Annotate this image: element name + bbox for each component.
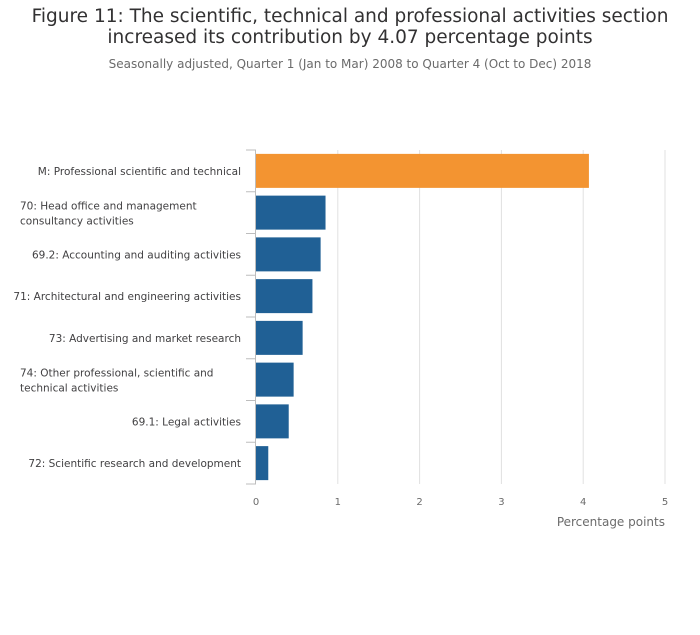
bar-7 <box>256 446 269 481</box>
chart-title-line-2: increased its contribution by 4.07 perce… <box>107 27 593 48</box>
bar-3 <box>256 279 313 314</box>
chart-title-line-1: Figure 11: The scientific, technical and… <box>31 6 669 27</box>
category-label-1: 70: Head office and management consultanc… <box>20 201 197 228</box>
bar-4 <box>256 320 303 355</box>
x-tick-label-4: 4 <box>580 497 586 508</box>
category-label-6: 69.1: Legal activities <box>132 416 241 428</box>
category-label-2: 69.2: Accounting and auditing activities <box>32 249 241 261</box>
category-label-7: 72: Scientific research and development <box>28 458 241 470</box>
category-label-5-line-1: technical activities <box>20 383 118 395</box>
category-label-5-line-0: 74: Other professional, scientific and <box>20 368 213 380</box>
bar-5 <box>256 362 294 397</box>
chart-title: Figure 11: The scientific, technical and… <box>0 6 700 48</box>
category-label-0: M: Professional scientific and technical <box>38 166 241 178</box>
x-axis-title: Percentage points <box>557 515 665 529</box>
chart-subtitle: Seasonally adjusted, Quarter 1 (Jan to M… <box>108 57 592 71</box>
x-tick-label-0: 0 <box>253 497 259 508</box>
category-label-1-line-1: consultancy activities <box>20 216 134 228</box>
category-label-1-line-0: 70: Head office and management <box>20 201 197 213</box>
bar-6 <box>256 404 289 439</box>
x-tick-label-2: 2 <box>416 497 422 508</box>
category-label-3: 71: Architectural and engineering activi… <box>13 291 241 303</box>
category-label-5: 74: Other professional, scientific and te… <box>20 368 213 395</box>
x-tick-label-1: 1 <box>335 497 341 508</box>
bar-0 <box>256 153 589 188</box>
x-tick-label-5: 5 <box>662 497 668 508</box>
category-label-4: 73: Advertising and market research <box>49 333 241 345</box>
bar-2 <box>256 237 321 272</box>
x-tick-label-3: 3 <box>498 497 504 508</box>
bar-1 <box>256 195 326 230</box>
